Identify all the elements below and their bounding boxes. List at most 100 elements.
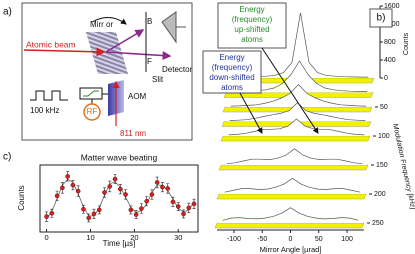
rf-source	[83, 103, 101, 121]
x-tick-label: 10	[86, 233, 94, 242]
rf-label: RF	[87, 107, 98, 116]
bragg-beam	[105, 29, 145, 53]
plot-frame	[39, 164, 199, 233]
trace-base	[218, 164, 369, 171]
trace-base	[214, 222, 365, 229]
mirror	[86, 32, 128, 74]
y-tick-label: 800	[384, 39, 396, 46]
data-point	[154, 180, 160, 185]
panel-c: c) Matter wave beating Time [µs] Counts …	[3, 152, 199, 248]
trace-fill	[224, 102, 371, 122]
f-label: F	[147, 57, 152, 66]
z-tick-label: 250	[372, 220, 384, 227]
panel-label: a)	[3, 7, 12, 18]
aom-label: AOM	[128, 92, 147, 101]
data-point	[186, 205, 192, 211]
x-tick-label: 20	[130, 233, 138, 242]
mirror-label: Mirr or	[90, 20, 113, 29]
data-point	[44, 214, 49, 219]
panel-label: b)	[377, 13, 386, 24]
annotation-arrow	[261, 47, 319, 134]
data-point	[49, 210, 55, 216]
data-point	[107, 184, 113, 189]
x-axis-label: Time [µs]	[103, 239, 136, 248]
data-point	[128, 207, 134, 213]
trace-fill	[217, 207, 364, 223]
panel-label-box	[369, 8, 393, 28]
data-point	[144, 198, 149, 204]
chart-title: Matter wave beating	[81, 152, 158, 162]
switch	[83, 90, 99, 97]
data-point	[149, 192, 155, 197]
data-point	[91, 211, 97, 217]
trace-fill	[219, 178, 366, 194]
panel-a: a) Mirr or Atomic beam B F Slit Detector…	[3, 2, 193, 141]
z-tick-label: 200	[374, 191, 386, 198]
data-point	[170, 199, 176, 205]
data-point	[102, 190, 107, 195]
annotation-text: atoms	[241, 35, 263, 44]
trace	[228, 118, 365, 136]
detector-label: Detector	[162, 65, 193, 74]
x-tick-label: 50	[315, 236, 323, 243]
data-point	[191, 201, 197, 207]
trace-base	[220, 135, 371, 142]
data-point	[96, 207, 102, 213]
annotation-box	[217, 2, 287, 49]
wavelength-label: 811 nm	[120, 129, 146, 138]
trace	[224, 177, 361, 193]
z-tick-label: 150	[376, 162, 388, 169]
trace	[230, 83, 367, 107]
rotation-arrow	[91, 17, 127, 25]
annotation-text: down-shifted	[209, 73, 254, 82]
z-axis-label: Modulation Frequency [kHz]	[391, 123, 415, 211]
annotation-text: up-shifted	[234, 25, 269, 34]
data-point	[123, 192, 128, 197]
z-tick-label: 100	[378, 133, 390, 140]
data-point	[75, 188, 81, 194]
trace-fill	[227, 12, 374, 78]
x-tick-label: 0	[289, 236, 293, 243]
beam-label: Atomic beam	[26, 39, 76, 49]
annotation-text: atoms	[221, 83, 243, 92]
data-point	[54, 193, 60, 199]
frequency-label: 100 kHz	[30, 106, 59, 115]
data-point	[139, 206, 144, 211]
data-point	[181, 211, 186, 217]
trace-fill	[225, 84, 372, 107]
annotation-box	[202, 50, 262, 94]
data-point	[175, 204, 181, 209]
data-point	[133, 212, 139, 217]
x-tick-label: -50	[257, 236, 267, 243]
y-tick-label: 1600	[384, 3, 400, 10]
trace	[226, 148, 363, 165]
data-point	[112, 176, 118, 182]
slit-label: Slit	[152, 75, 164, 84]
data-point	[118, 186, 123, 192]
x-tick-label: 0	[44, 233, 48, 242]
b-label: B	[147, 17, 152, 26]
y-axis-label: Counts	[403, 32, 410, 55]
data-point	[65, 174, 70, 179]
y-tick-label: 400	[384, 57, 396, 64]
panel-b-annotations: b)	[202, 2, 393, 134]
annotation-text: (frequency)	[212, 63, 253, 72]
y-axis-label: Counts	[17, 185, 26, 210]
data-point	[81, 206, 86, 212]
trace	[222, 207, 359, 221]
data-point	[70, 182, 76, 188]
trace-fill	[226, 61, 373, 93]
x-tick-label: -100	[227, 236, 241, 243]
annotation-text: (frequency)	[232, 15, 273, 24]
y-tick-label: 0	[384, 75, 388, 82]
data-point	[165, 186, 171, 191]
atomic-beam	[23, 47, 106, 57]
trace-fill	[221, 148, 368, 165]
panel-label: c)	[3, 152, 11, 163]
data-point	[60, 185, 65, 191]
square-wave	[30, 90, 68, 101]
annotation-text: Energy	[239, 5, 264, 14]
z-tick-label: 50	[380, 104, 388, 111]
annotation-text: Energy	[219, 53, 244, 62]
